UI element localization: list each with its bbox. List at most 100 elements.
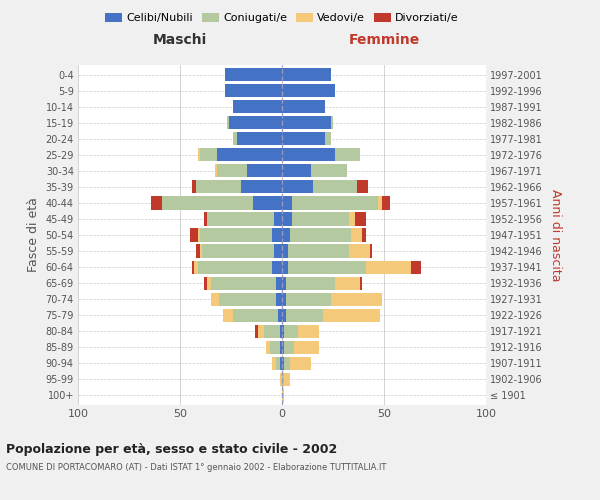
Bar — [233, 132, 237, 145]
Bar — [352, 228, 362, 241]
Bar — [190, 228, 199, 241]
Bar — [282, 100, 325, 114]
Bar — [280, 373, 282, 386]
Bar — [282, 356, 284, 370]
Bar — [247, 164, 282, 177]
Bar — [192, 180, 196, 194]
Bar — [276, 356, 280, 370]
Bar — [205, 276, 206, 289]
Bar — [365, 260, 410, 274]
Bar — [199, 260, 272, 274]
Y-axis label: Anni di nascita: Anni di nascita — [550, 188, 562, 281]
Bar — [223, 308, 233, 322]
Bar — [298, 324, 319, 338]
Bar — [282, 244, 288, 258]
Bar — [272, 356, 276, 370]
Bar — [199, 148, 200, 162]
Bar — [196, 180, 241, 194]
Bar — [282, 212, 292, 226]
Bar — [294, 340, 319, 354]
Bar — [288, 244, 349, 258]
Bar — [282, 164, 311, 177]
Text: Popolazione per età, sesso e stato civile - 2002: Popolazione per età, sesso e stato civil… — [6, 442, 337, 456]
Bar — [290, 228, 352, 241]
Bar — [282, 260, 288, 274]
Bar — [263, 324, 280, 338]
Bar — [282, 84, 335, 97]
Bar — [282, 68, 331, 81]
Bar — [225, 68, 282, 81]
Text: Maschi: Maschi — [153, 34, 207, 48]
Bar — [323, 308, 380, 322]
Bar — [282, 228, 290, 241]
Y-axis label: Fasce di età: Fasce di età — [27, 198, 40, 272]
Bar — [410, 260, 421, 274]
Bar — [331, 292, 382, 306]
Bar — [272, 260, 282, 274]
Bar — [335, 148, 359, 162]
Bar — [215, 164, 217, 177]
Bar — [241, 180, 282, 194]
Bar — [292, 196, 378, 209]
Bar — [194, 260, 199, 274]
Bar — [280, 340, 282, 354]
Bar — [282, 148, 335, 162]
Bar — [362, 228, 365, 241]
Bar — [280, 324, 282, 338]
Bar — [282, 340, 284, 354]
Bar — [237, 132, 282, 145]
Text: COMUNE DI PORTACOMARO (AT) - Dati ISTAT 1° gennaio 2002 - Elaborazione TUTTITALI: COMUNE DI PORTACOMARO (AT) - Dati ISTAT … — [6, 462, 386, 471]
Bar — [257, 324, 263, 338]
Legend: Celibi/Nubili, Coniugati/e, Vedovi/e, Divorziati/e: Celibi/Nubili, Coniugati/e, Vedovi/e, Di… — [101, 8, 463, 28]
Bar — [227, 116, 229, 130]
Bar — [282, 116, 331, 130]
Bar — [284, 356, 290, 370]
Bar — [359, 276, 362, 289]
Bar — [282, 196, 292, 209]
Bar — [290, 356, 311, 370]
Bar — [286, 292, 331, 306]
Bar — [313, 180, 358, 194]
Bar — [217, 148, 282, 162]
Bar — [282, 180, 313, 194]
Bar — [349, 212, 355, 226]
Bar — [206, 212, 274, 226]
Bar — [151, 196, 161, 209]
Bar — [266, 340, 270, 354]
Bar — [282, 276, 286, 289]
Bar — [274, 212, 282, 226]
Bar — [219, 292, 276, 306]
Bar — [256, 324, 257, 338]
Bar — [286, 276, 335, 289]
Bar — [276, 276, 282, 289]
Bar — [370, 244, 372, 258]
Bar — [349, 244, 370, 258]
Bar — [196, 244, 200, 258]
Bar — [211, 276, 276, 289]
Bar — [200, 244, 202, 258]
Bar — [200, 228, 272, 241]
Bar — [311, 164, 347, 177]
Text: Femmine: Femmine — [349, 34, 419, 48]
Bar — [229, 116, 282, 130]
Bar — [282, 132, 325, 145]
Bar — [274, 244, 282, 258]
Bar — [217, 164, 247, 177]
Bar — [335, 276, 359, 289]
Bar — [270, 340, 280, 354]
Bar — [284, 324, 298, 338]
Bar — [355, 212, 365, 226]
Bar — [211, 292, 219, 306]
Bar — [205, 212, 206, 226]
Bar — [292, 212, 349, 226]
Bar — [199, 228, 200, 241]
Bar — [284, 373, 290, 386]
Bar — [278, 308, 282, 322]
Bar — [206, 276, 211, 289]
Bar — [253, 196, 282, 209]
Bar — [378, 196, 382, 209]
Bar — [288, 260, 365, 274]
Bar — [233, 308, 278, 322]
Bar — [282, 292, 286, 306]
Bar — [202, 244, 274, 258]
